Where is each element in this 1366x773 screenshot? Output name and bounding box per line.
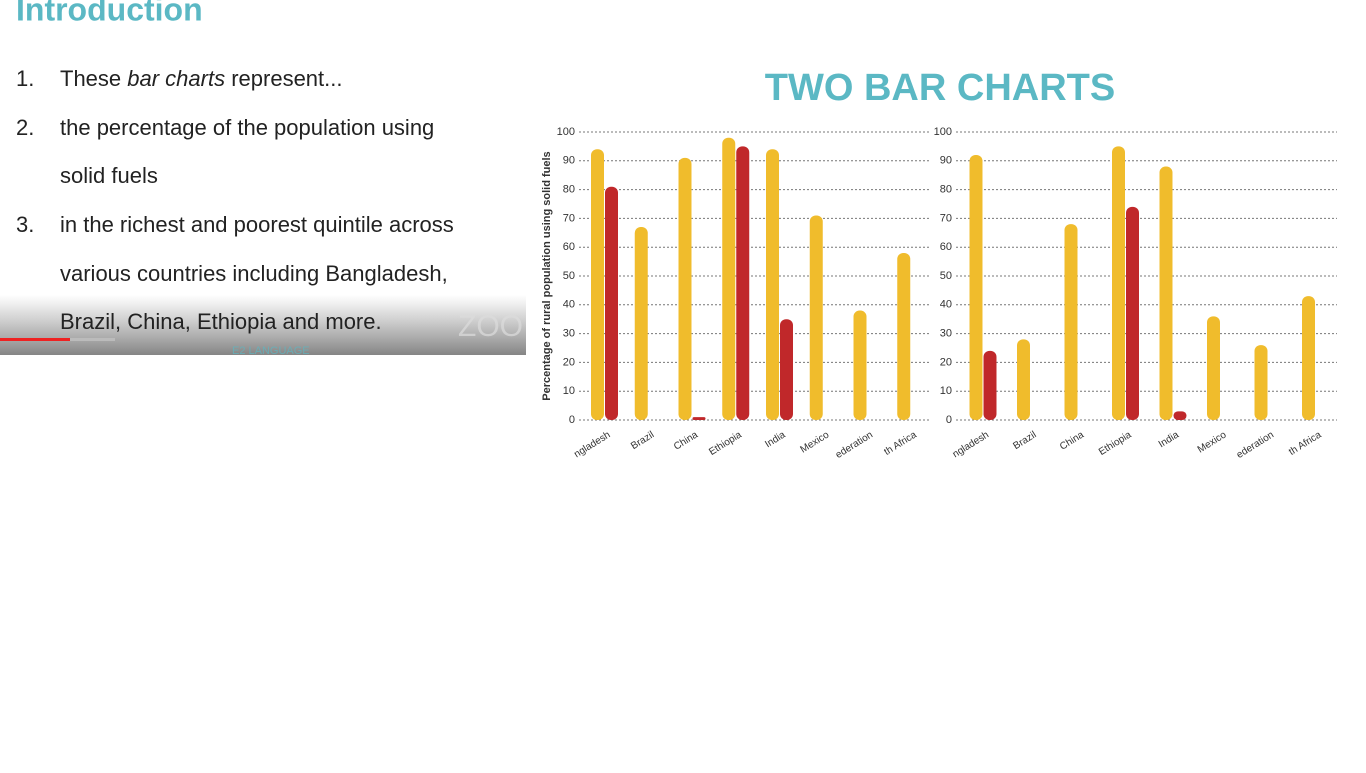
bar <box>766 149 779 420</box>
y-tick-label: 70 <box>940 212 952 224</box>
y-tick-label: 50 <box>940 270 952 282</box>
y-tick-label: 60 <box>940 241 952 253</box>
bar <box>1126 206 1139 420</box>
bar <box>1017 339 1030 420</box>
y-tick-label: 40 <box>563 299 575 311</box>
y-tick-label: 30 <box>940 328 952 340</box>
y-tick-label: 90 <box>563 155 575 167</box>
x-tick-label: th Africa <box>882 429 919 458</box>
y-tick-label: 100 <box>934 126 952 138</box>
item-text: solid fuels <box>60 163 158 188</box>
logo: E2 LANGUAGE <box>232 345 310 357</box>
y-tick-label: 100 <box>557 126 575 138</box>
item-text: the percentage of the population using <box>60 115 434 140</box>
y-tick-label: 0 <box>946 414 952 426</box>
slide-title: Introduction <box>16 0 203 27</box>
item-number: 3. <box>16 212 34 237</box>
bar <box>1159 166 1173 420</box>
x-tick-label: Brazil <box>629 429 656 452</box>
bar <box>692 417 706 420</box>
y-tick-label: 30 <box>563 328 575 340</box>
x-tick-label: India <box>763 429 788 450</box>
bar <box>1173 411 1187 420</box>
y-tick-label: 20 <box>940 356 952 368</box>
item-text: These bar charts represent... <box>60 66 342 91</box>
item-number: 2. <box>16 115 34 140</box>
x-tick-label: ederation <box>1235 429 1276 460</box>
y-tick-label: 10 <box>563 385 575 397</box>
x-tick-label: China <box>1058 429 1086 452</box>
bar <box>1302 296 1315 420</box>
text-italic: bar charts <box>127 66 225 91</box>
x-tick-label: ederation <box>834 429 875 460</box>
y-tick-label: 80 <box>563 184 575 196</box>
chart: 0 10 20 30 40 50 60 70 80 90 100 Percentage of rura… <box>541 126 930 461</box>
y-axis-label: Percentage of rural population using sol… <box>541 151 553 400</box>
bar <box>780 319 793 420</box>
y-tick-label: 40 <box>940 299 952 311</box>
y-tick-label: 80 <box>940 184 952 196</box>
y-tick-label: 90 <box>940 155 952 167</box>
watermark: ZOO <box>458 310 523 343</box>
x-tick-label: th Africa <box>1287 429 1324 458</box>
bar <box>809 215 823 420</box>
y-tick-label: 0 <box>569 414 575 426</box>
x-tick-label: ngladesh <box>951 429 991 460</box>
bar <box>634 227 648 420</box>
item-text: in the richest and poorest quintile acro… <box>60 212 454 237</box>
bar <box>722 137 736 420</box>
chart-heading: TWO BAR CHARTS <box>765 67 1115 109</box>
x-tick-label: Ethiopia <box>707 429 744 458</box>
bar <box>591 149 604 420</box>
x-tick-label: Mexico <box>799 429 832 455</box>
bar <box>678 157 692 421</box>
y-tick-label: 60 <box>563 241 575 253</box>
chart: 0 10 20 30 40 50 60 70 80 90 100 ngladesh Brazil Chin… <box>934 126 1337 461</box>
bar <box>853 310 867 420</box>
item-text: various countries including Bangladesh, <box>60 261 448 286</box>
x-tick-label: China <box>672 429 700 452</box>
bar <box>1254 345 1268 420</box>
bar <box>897 252 911 420</box>
y-tick-label: 10 <box>940 385 952 397</box>
y-tick-label: 50 <box>563 270 575 282</box>
item-number: 1. <box>16 66 34 91</box>
video-panel: Introduction 1. These bar charts represe… <box>0 0 526 357</box>
bar <box>605 186 618 420</box>
x-tick-label: Ethiopia <box>1097 429 1134 458</box>
y-tick-label: 20 <box>563 356 575 368</box>
bar <box>1207 316 1220 420</box>
y-tick-label: 70 <box>563 212 575 224</box>
x-tick-label: India <box>1157 429 1182 450</box>
bar <box>1112 146 1125 420</box>
item-text: Brazil, China, Ethiopia and more. <box>60 309 382 334</box>
progress-bar[interactable] <box>0 338 70 341</box>
text: represent... <box>225 66 342 91</box>
bar <box>983 350 997 420</box>
bar <box>736 146 750 420</box>
x-tick-label: Mexico <box>1196 429 1229 455</box>
bar <box>1064 224 1078 420</box>
controls-overlay <box>0 295 526 355</box>
bar <box>969 155 983 421</box>
text: These <box>60 66 127 91</box>
x-tick-label: Brazil <box>1011 429 1038 452</box>
x-tick-label: ngladesh <box>572 429 612 460</box>
